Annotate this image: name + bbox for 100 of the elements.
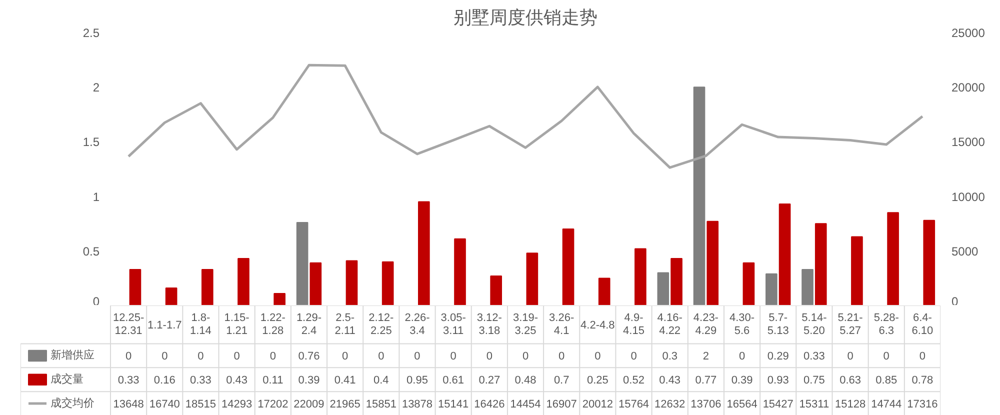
y-tick-label: 1 [92, 190, 100, 204]
y2-tick-label: 20000 [952, 80, 986, 95]
data-label: 2 [702, 350, 709, 363]
x-tick-label: 5.21-5.27 [838, 312, 864, 338]
y2-tick-label: 25000 [952, 26, 986, 40]
data-label: 0.93 [767, 374, 789, 387]
bar [418, 201, 430, 305]
x-tick-label: 4.23-4.29 [693, 312, 719, 338]
data-label: 0.63 [840, 374, 861, 387]
bar [742, 262, 755, 305]
x-tick-label: 1.29-2.4 [296, 312, 322, 338]
x-tick-label: 3.19-3.25 [512, 312, 538, 338]
data-label: 0.27 [478, 374, 500, 387]
data-label: 0.16 [154, 374, 176, 387]
data-label: 0 [234, 350, 240, 363]
data-label: 0.52 [623, 374, 644, 387]
x-tick-label: 3.05-3.11 [440, 312, 466, 338]
data-label: 15764 [618, 398, 650, 411]
data-label: 0.41 [334, 374, 356, 387]
data-label: 0 [378, 350, 384, 363]
bar [274, 292, 286, 305]
data-label: 0 [342, 350, 348, 363]
data-label: 0.29 [767, 350, 789, 363]
data-label: 15427 [762, 398, 794, 411]
bar [670, 258, 682, 305]
data-label: 14293 [222, 398, 252, 411]
data-label: 14744 [871, 398, 902, 411]
line-series [127, 64, 924, 169]
y-tick-label: 1.5 [82, 135, 100, 150]
data-label: 14454 [510, 398, 541, 411]
data-label: 0 [486, 350, 492, 363]
chart-title: 别墅周度供销走势 [454, 8, 598, 28]
y2-tick-label: 5000 [952, 244, 979, 258]
data-label: 0.61 [442, 374, 464, 387]
x-tick-label: 4.2-4.8 [580, 320, 615, 332]
data-label: 0.33 [118, 374, 140, 387]
data-label: 0 [558, 350, 565, 363]
data-label: 0.76 [298, 350, 320, 363]
x-tick-label: 4.9-4.15 [623, 312, 644, 338]
y-tick-label: 2 [92, 80, 100, 95]
bar [706, 220, 719, 305]
data-label: 0.39 [298, 374, 320, 387]
bar [562, 228, 574, 305]
data-label: 16907 [546, 398, 577, 411]
legend-label: 新增供应 [50, 348, 94, 362]
data-label: 0.4 [374, 374, 389, 387]
data-label: 22009 [294, 398, 324, 411]
data-label: 0.43 [226, 374, 248, 387]
bar [296, 222, 308, 305]
bar [526, 252, 538, 305]
data-label: 0 [125, 350, 132, 363]
data-label: 0.77 [695, 374, 717, 387]
legend-label: 成交均价 [50, 396, 94, 410]
data-label: 0 [270, 350, 276, 363]
bar [490, 276, 502, 305]
data-label: 13706 [690, 398, 722, 411]
y-tick-label: 0.5 [82, 244, 100, 258]
data-label: 15141 [438, 398, 469, 411]
bar [923, 220, 936, 305]
data-label: 15311 [799, 398, 830, 411]
x-tick-label: 2.5-2.11 [334, 312, 356, 338]
data-label: 21965 [330, 398, 360, 411]
data-label: 13878 [402, 398, 433, 411]
data-label: 0 [522, 350, 529, 363]
data-label: 0.39 [731, 374, 753, 387]
y2-tick-label: 15000 [952, 135, 986, 150]
data-label: 17202 [258, 398, 288, 411]
data-label: 0.48 [514, 374, 536, 387]
x-tick-label: 4.30-5.6 [729, 312, 755, 338]
data-label: 0.43 [659, 374, 681, 387]
x-tick-label: 1.22-1.28 [260, 312, 286, 338]
bar [766, 273, 778, 305]
data-label: 16564 [726, 398, 758, 411]
data-label: 15851 [366, 398, 396, 411]
bar [454, 238, 466, 305]
y-tick-label: 2.5 [82, 26, 100, 40]
y2-tick-label: 10000 [952, 190, 986, 204]
data-label: 0 [847, 350, 854, 363]
bar [778, 203, 791, 305]
data-label: 0.25 [586, 374, 608, 387]
data-label: 0.11 [262, 374, 284, 387]
data-label: 0 [919, 350, 926, 363]
data-label: 15128 [834, 398, 866, 411]
x-tick-label: 2.12-2.25 [368, 312, 394, 338]
x-tick-label: 5.28-6.3 [874, 312, 900, 338]
bar [129, 268, 142, 305]
data-label: 0.33 [803, 350, 825, 363]
data-label: 12632 [654, 398, 686, 411]
legend-label: 成交量 [50, 372, 84, 386]
data-label: 16740 [149, 398, 180, 411]
bar [346, 260, 358, 305]
data-label: 0.78 [912, 374, 934, 387]
x-tick-label: 5.7-5.13 [767, 312, 789, 338]
data-label: 13648 [113, 398, 144, 411]
x-tick-label: 1.1-1.7 [148, 320, 182, 332]
bar [598, 278, 610, 305]
bar [165, 288, 178, 305]
bar [634, 248, 646, 305]
data-label: 0.33 [190, 374, 212, 387]
data-label: 17316 [907, 398, 938, 411]
